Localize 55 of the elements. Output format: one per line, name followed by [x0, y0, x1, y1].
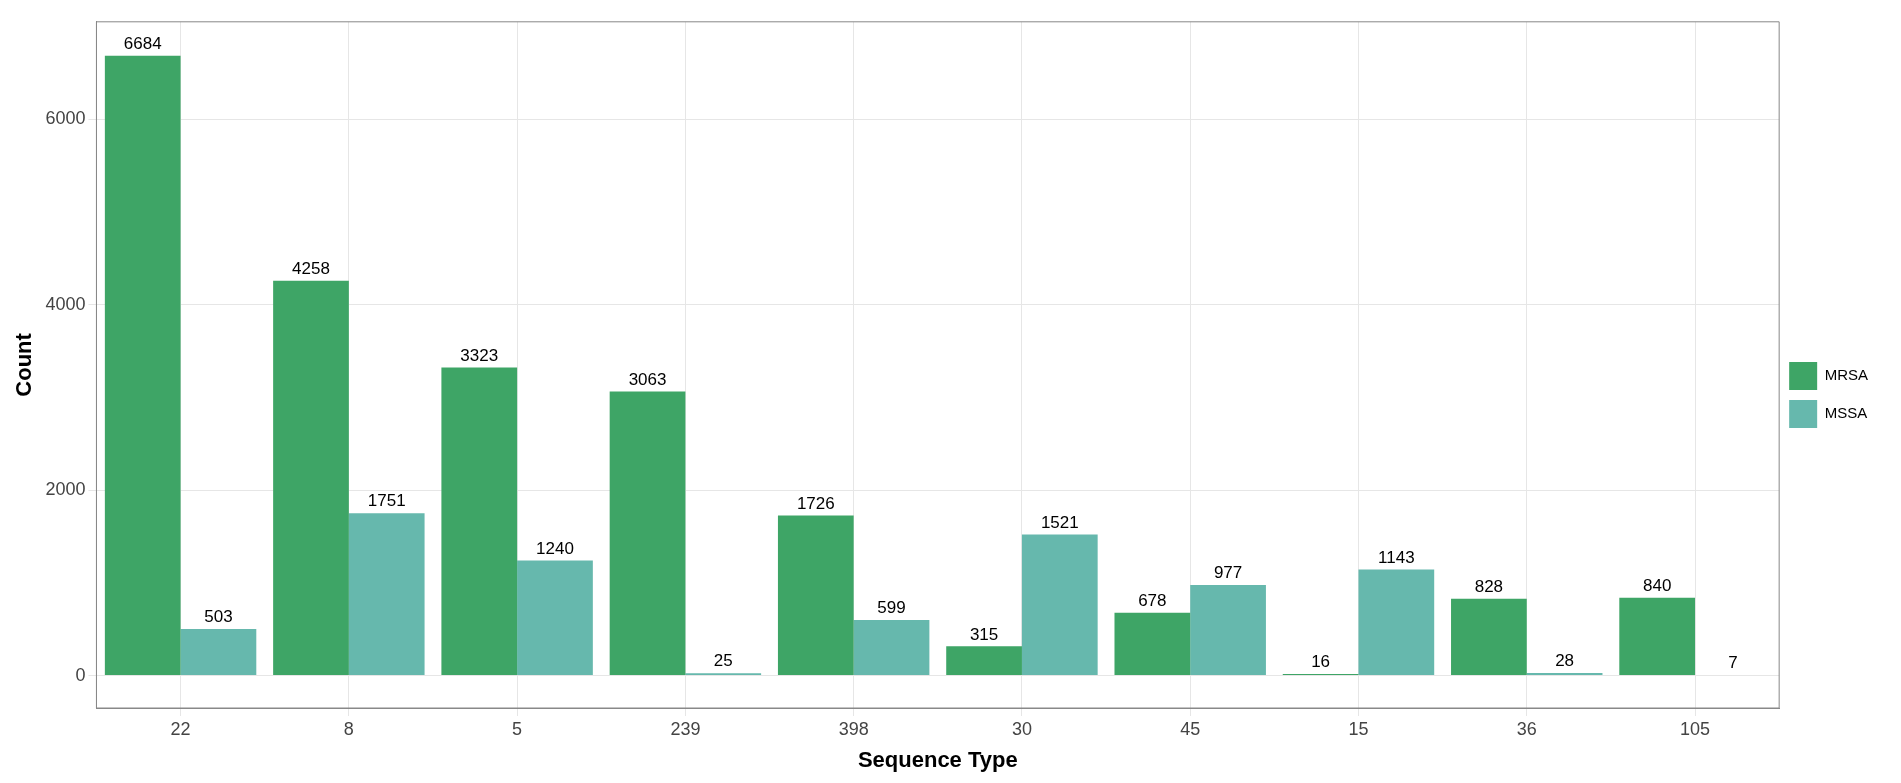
bar [853, 620, 930, 676]
x-tick-label: 105 [1680, 718, 1711, 739]
data-label: 28 [1555, 651, 1575, 671]
data-label: 1726 [796, 493, 835, 513]
bar [273, 280, 349, 676]
data-label: 503 [204, 607, 233, 627]
x-tick-label: 22 [170, 718, 191, 739]
data-label: 840 [1642, 575, 1672, 595]
x-tick-label: 239 [670, 718, 701, 739]
x-tick-label: 36 [1516, 718, 1537, 739]
y-tick-label: 0 [75, 664, 86, 685]
x-tick-label: 30 [1011, 718, 1032, 739]
data-label: 599 [877, 598, 906, 618]
y-tick-label: 6000 [45, 108, 86, 129]
legend-label: MSSA [1824, 404, 1868, 422]
data-label: 315 [969, 624, 999, 644]
bar [517, 560, 593, 676]
data-label: 977 [1213, 563, 1243, 583]
bar [1526, 672, 1603, 676]
bar [1619, 597, 1696, 676]
bar [946, 646, 1022, 676]
bar [1021, 534, 1098, 676]
bar [180, 628, 257, 676]
bar [1114, 612, 1191, 676]
data-label: 3063 [628, 369, 667, 389]
bar [1190, 584, 1266, 676]
data-label: 828 [1474, 576, 1504, 596]
bar [104, 55, 181, 676]
y-axis-title: Count [11, 332, 37, 397]
x-axis-title: Sequence Type [857, 746, 1018, 772]
bar [1451, 598, 1527, 676]
x-tick-label: 15 [1348, 718, 1369, 739]
data-label: 678 [1138, 590, 1167, 610]
data-label: 6684 [123, 33, 162, 53]
y-tick-label: 4000 [45, 293, 86, 314]
data-label: 1751 [367, 491, 406, 511]
y-tick-label: 2000 [45, 479, 86, 500]
x-tick-label: 8 [343, 718, 354, 739]
data-label: 3323 [460, 345, 499, 365]
data-label: 25 [713, 651, 733, 671]
bar [348, 513, 425, 676]
data-label: 1143 [1378, 547, 1415, 567]
bar [1358, 569, 1435, 676]
x-tick-label: 5 [512, 718, 523, 739]
data-label: 16 [1311, 652, 1331, 672]
bar [777, 515, 854, 676]
bar [609, 391, 686, 676]
x-tick-label: 398 [838, 718, 869, 739]
data-label: 7 [1728, 653, 1738, 673]
x-tick-label: 45 [1180, 718, 1201, 739]
data-label: 1521 [1040, 512, 1079, 532]
data-label: 1240 [536, 538, 574, 558]
legend-label: MRSA [1824, 366, 1869, 384]
data-label: 4258 [292, 258, 330, 278]
bar [441, 367, 518, 676]
